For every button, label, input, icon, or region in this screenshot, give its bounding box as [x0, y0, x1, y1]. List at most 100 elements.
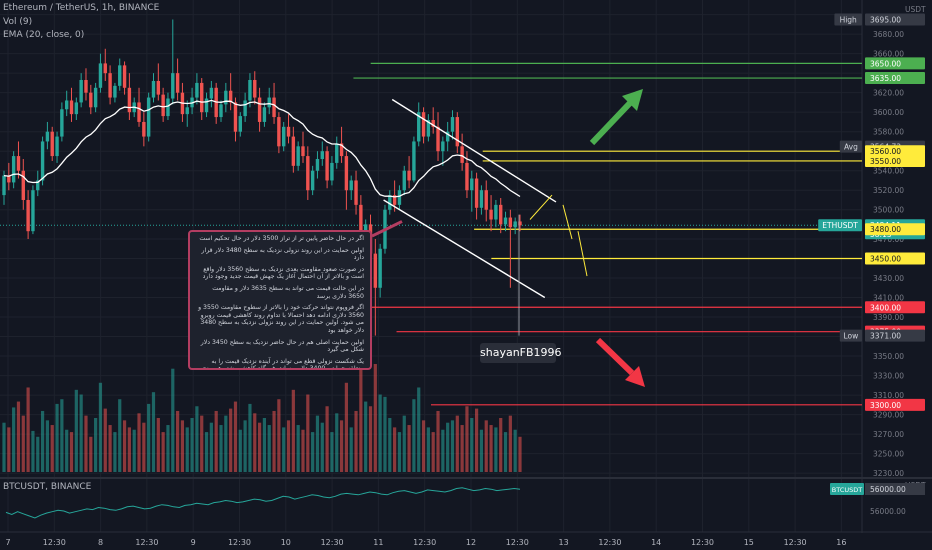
candle-body [26, 199, 30, 232]
candle-body [388, 195, 392, 210]
price-badge-3650.00: 3650.00 [865, 57, 925, 70]
price-badge-3480.00: 3480.00 [865, 223, 925, 236]
price-badge-value: 3480.00 [870, 225, 901, 234]
price-badge-tag-text: Avg [844, 143, 858, 152]
price-badge-value: 3371.00 [870, 332, 901, 341]
candle-body [306, 156, 310, 191]
candle-body [470, 178, 474, 191]
author-label: shayanFB1996 [480, 343, 562, 363]
time-tick-label: 7 [5, 538, 10, 547]
price-tick-label: 3250.00 [873, 450, 904, 459]
candle-body [93, 87, 98, 108]
price-badge-value: 3550.00 [870, 157, 901, 166]
price-tick-label: 3410.00 [873, 294, 904, 303]
candle-body [243, 100, 247, 117]
candle-body [60, 109, 64, 137]
volume-bar [479, 429, 484, 472]
candle-body [175, 73, 180, 93]
time-axis-bg [0, 533, 932, 550]
price-tick-label: 3600.00 [873, 108, 904, 117]
price-badge-box [865, 72, 925, 85]
candle-body [310, 170, 315, 191]
volume-bar [12, 407, 16, 472]
volume-bar [330, 432, 334, 472]
candle-body [74, 102, 79, 115]
candle-body [484, 190, 488, 210]
candle-body [185, 107, 189, 115]
candle-body [426, 119, 431, 137]
red-down-arrow-head [625, 366, 645, 387]
volume-bar [204, 432, 209, 472]
price-badge-3695.00: High 3695.00 [834, 13, 925, 26]
volume-bar [508, 415, 512, 472]
price-tick-label: 3470.00 [873, 235, 904, 244]
volume-bar [176, 410, 180, 472]
price-badge-box [865, 301, 925, 314]
volume-bar [407, 425, 411, 472]
price-badge-3550.00: 3550.00 [865, 154, 925, 167]
green-up-arrow [589, 89, 643, 146]
price-badge-value: 3450.00 [870, 255, 901, 264]
volume-bar [450, 420, 455, 472]
candle-body [344, 156, 349, 191]
channel-upper-line [391, 98, 557, 203]
candle-body [508, 217, 513, 228]
volume-bar [147, 403, 151, 472]
volume-bar [113, 432, 117, 472]
volume-bar [253, 413, 257, 472]
candle-body [195, 82, 199, 98]
volume-bar [494, 427, 498, 472]
candle-body [238, 116, 242, 132]
price-badge-box [865, 252, 925, 265]
volume-bar [248, 403, 252, 472]
volume-bar [282, 427, 286, 472]
price-tick-label: 3350.00 [873, 352, 904, 361]
candle-body [113, 85, 117, 98]
volume-bar [31, 430, 35, 472]
price-tick-label: 3230.00 [873, 469, 904, 478]
volume-bar [185, 427, 189, 472]
volume-bar [219, 425, 223, 472]
volume-bar [108, 425, 112, 472]
candle-body [494, 204, 498, 220]
symbol-legend[interactable]: Ethereum / TetherUS, 1h, BINANCE [3, 3, 160, 13]
price-badge-value: 3560.00 [870, 147, 901, 156]
candle-body [301, 146, 305, 157]
volume-bar [69, 432, 74, 472]
volume-bar [79, 394, 83, 472]
candle-body [296, 146, 300, 166]
candle-body [513, 221, 517, 228]
price-tick-label: 3310.00 [873, 391, 904, 400]
ema-legend[interactable]: EMA (20, close, 0) [3, 30, 85, 40]
price-tick-label: 3680.00 [873, 30, 904, 39]
volume-legend[interactable]: Vol (9) [3, 17, 33, 27]
analysis-note[interactable]: اگر در حال حاضر پایین تر از تراز 3500 دل… [188, 230, 372, 370]
candle-body [127, 87, 132, 113]
candle-body [349, 180, 353, 191]
price-tick-label: 3660.00 [873, 50, 904, 59]
btc-legend[interactable]: BTCUSDT, BINANCE [3, 482, 92, 492]
volume-bar [36, 436, 40, 472]
candle-body [503, 217, 508, 225]
volume-bar [26, 387, 30, 472]
volume-bar [335, 413, 339, 472]
volume-bar [436, 410, 440, 472]
volume-bar [373, 364, 377, 472]
candle-body [233, 102, 238, 132]
candle-body [79, 79, 83, 103]
volume-bar [229, 408, 233, 472]
price-badge-tag [818, 219, 862, 232]
candle-body [291, 136, 296, 166]
price-currency-label: USDT [905, 5, 926, 14]
volume-bar [325, 406, 329, 472]
candle-body [166, 98, 170, 117]
volume-bar [122, 420, 127, 472]
volume-bar [388, 418, 392, 472]
volume-bar [118, 399, 122, 472]
volume-bar [224, 415, 228, 472]
volume-bar [195, 406, 199, 472]
volume-bar [431, 432, 435, 472]
volume-bar [277, 399, 281, 472]
candle-body [455, 117, 460, 147]
